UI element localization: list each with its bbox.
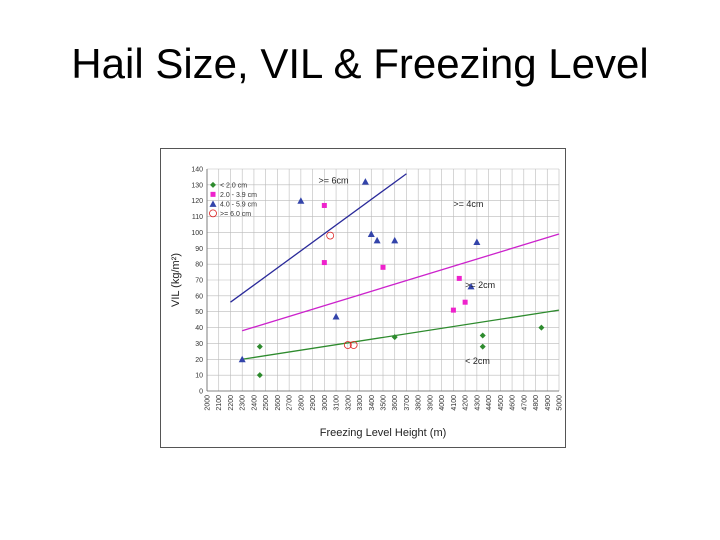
data-point-triangle [361,178,369,185]
x-tick-label: 4400 [486,395,493,411]
line-annotation: >= 2cm [465,280,495,290]
y-tick-label: 90 [195,246,203,253]
x-tick-label: 2500 [263,395,270,411]
x-tick-label: 3800 [416,395,423,411]
legend-label: < 2.0 cm [220,182,247,189]
data-point-circle [209,209,217,218]
x-tick-label: 4500 [498,395,505,411]
data-point-diamond [256,372,263,379]
x-tick-label: 2600 [275,395,282,411]
data-point-triangle [473,238,481,245]
x-tick-label: 2800 [298,395,305,411]
y-axis-title: VIL (kg/m²) [170,253,182,307]
x-tick-label: 2200 [228,395,235,411]
legend-label: 4.0 - 5.9 cm [220,201,257,208]
data-point-square [462,299,468,305]
x-tick-label: 4100 [451,395,458,411]
line-annotation: < 2cm [465,356,490,366]
y-tick-label: 100 [191,230,203,237]
legend-label: 2.0 - 3.9 cm [220,192,257,199]
data-point-triangle [467,282,475,290]
y-tick-label: 110 [192,214,203,221]
trend-line [242,233,560,332]
y-tick-label: 130 [191,182,203,189]
data-point-diamond [256,343,263,350]
data-point-triangle [367,230,375,238]
trend-line [230,173,407,303]
x-tick-label: 2700 [287,395,294,411]
line-annotation: >= 4cm [453,199,483,209]
y-tick-label: 120 [191,198,203,205]
y-tick-label: 60 [195,293,203,300]
data-point-square [321,202,327,208]
x-tick-label: 4200 [463,395,470,411]
y-tick-label: 10 [195,373,203,380]
data-point-circle [326,231,335,240]
data-point-circle [343,341,352,349]
data-point-triangle [373,236,381,244]
data-point-square [321,260,327,266]
data-point-square [450,307,456,313]
hail-vil-chart: 0 10 20 30 40 50 60 70 80 90 100 110 120 130 140 2000 21… [170,167,564,440]
y-tick-label: 140 [191,167,203,174]
data-point-square [456,275,462,281]
y-tick-label: 40 [195,325,203,332]
data-point-triangle [209,200,217,207]
x-tick-label: 4000 [439,395,446,411]
x-axis-title: Freezing Level Height (m) [320,427,447,439]
y-tick-label: 50 [195,309,203,316]
x-tick-label: 4600 [510,395,517,411]
x-tick-label: 3500 [381,395,388,411]
slide-title: Hail Size, VIL & Freezing Level [71,40,649,87]
x-tick-label: 2100 [216,395,223,411]
line-annotation: >= 6cm [318,175,348,185]
data-point-diamond [391,334,398,341]
y-tick-label: 20 [195,357,203,364]
trend-line [242,309,560,360]
data-point-triangle [238,355,246,363]
x-tick-label: 4800 [533,395,540,411]
x-tick-label: 3400 [369,395,376,411]
x-tick-label: 4300 [474,395,481,411]
data-point-diamond [479,332,486,339]
data-point-circle [349,341,358,349]
legend-label: >= 6.0 cm [220,211,251,218]
x-tick-label: 2300 [240,395,247,411]
data-point-square [210,191,216,197]
x-tick-label: 2400 [251,395,258,411]
data-point-triangle [297,197,305,204]
data-point-diamond [479,343,486,350]
y-tick-label: 70 [195,278,203,285]
data-point-diamond [210,181,216,188]
y-tick-label: 0 [199,389,203,396]
chart-frame: 0 10 20 30 40 50 60 70 80 90 100 110 120 130 140 2000 21… [160,148,566,448]
y-tick-label: 80 [195,262,203,269]
x-tick-label: 4700 [521,395,528,411]
data-point-diamond [538,324,545,331]
x-tick-label: 5000 [557,395,564,411]
x-tick-label: 4900 [545,395,552,411]
data-point-square [380,264,386,270]
x-tick-label: 3100 [334,395,341,411]
y-tick-label: 30 [195,341,203,348]
x-tick-label: 3700 [404,395,411,411]
x-tick-label: 3900 [427,395,434,411]
x-tick-label: 3200 [345,395,352,411]
data-point-triangle [332,312,340,320]
data-point-triangle [391,236,399,244]
x-tick-label: 2000 [205,395,212,411]
x-tick-label: 3000 [322,395,329,411]
x-tick-label: 3600 [392,395,399,411]
x-tick-label: 3300 [357,395,364,411]
x-tick-label: 2900 [310,395,317,411]
